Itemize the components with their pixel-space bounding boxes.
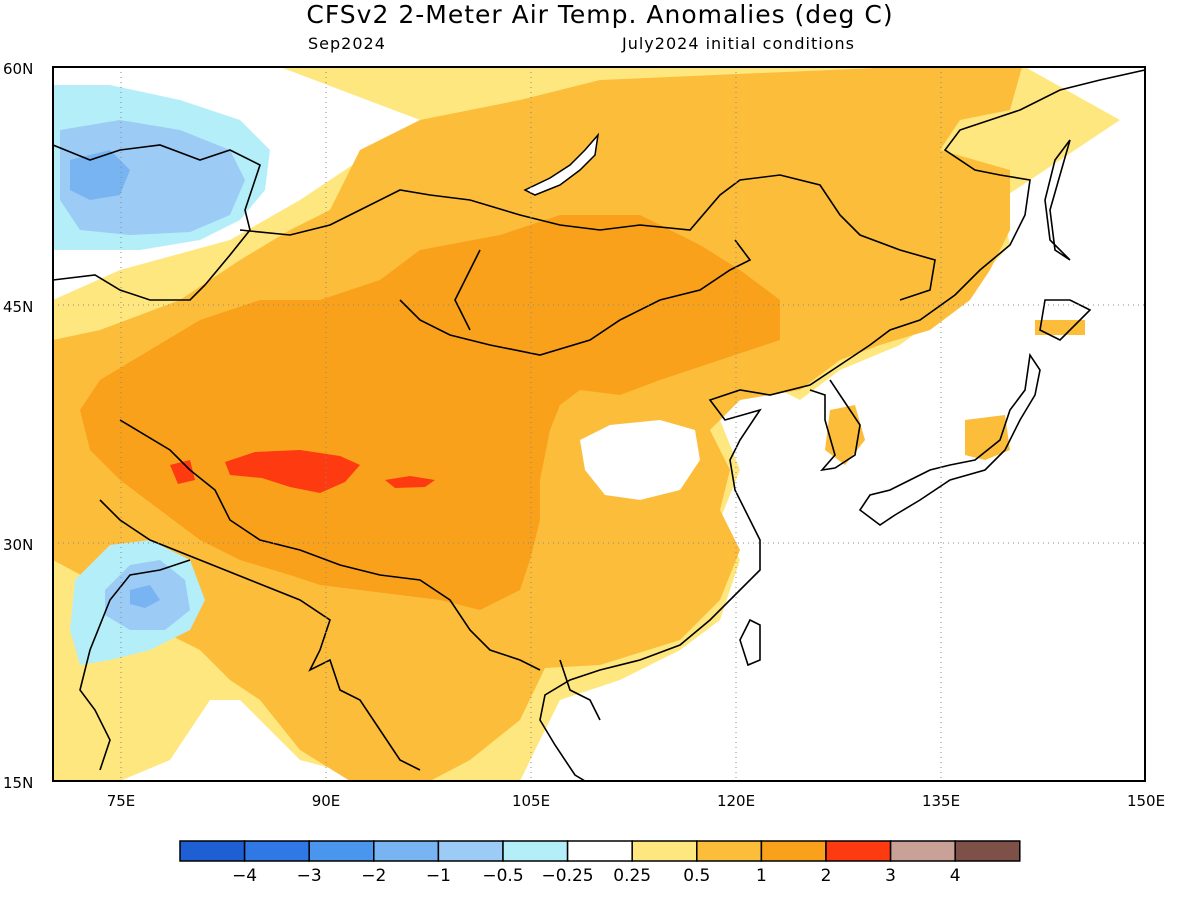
colorbar-swatch — [437, 840, 504, 862]
anomaly-region-pos1 — [80, 215, 780, 610]
lon-tick-label: 135E — [922, 792, 960, 810]
colorbar-tick-label: −0.5 — [482, 866, 523, 886]
longitude-axis: 75E 90E 105E 120E 135E 150E — [107, 792, 1165, 810]
anomaly-region-korea — [825, 405, 865, 465]
colorbar-swatch — [889, 840, 956, 862]
anomaly-region-neg1-nw — [70, 150, 130, 200]
lon-tick-label: 75E — [107, 792, 136, 810]
coastlines — [53, 69, 1145, 781]
colorbar-tick-label: 3 — [885, 866, 896, 886]
colorbar-swatch — [631, 840, 698, 862]
lat-tick-label: 60N — [3, 60, 33, 78]
map-gridlines — [53, 67, 1145, 781]
colorbar-swatch — [760, 840, 827, 862]
anomaly-region-neg05-nw — [60, 120, 245, 235]
lon-tick-label: 105E — [512, 792, 550, 810]
colorbar-tick-label: 1 — [756, 866, 767, 886]
colorbar: −4 −3 −2 −1 −0.5 −0.25 0.25 0.5 1 2 3 4 — [179, 840, 1021, 886]
colorbar-tick-label: 0.5 — [683, 866, 710, 886]
anomaly-field — [53, 67, 1145, 781]
colorbar-swatch — [696, 840, 763, 862]
lat-tick-label: 15N — [3, 774, 33, 792]
colorbar-swatch — [308, 840, 375, 862]
colorbar-tick-label: −1 — [426, 866, 451, 886]
anomaly-region-japan — [965, 415, 1010, 460]
valid-month-label: Sep2024 — [308, 34, 386, 53]
init-conditions-label: July2024 initial conditions — [622, 34, 855, 53]
lat-tick-label: 45N — [3, 298, 33, 316]
colorbar-swatch — [502, 840, 569, 862]
colorbar-tick-label: 2 — [821, 866, 832, 886]
map-title: CFSv2 2-Meter Air Temp. Anomalies (deg C… — [306, 0, 894, 29]
lon-tick-label: 90E — [312, 792, 341, 810]
colorbar-swatch — [373, 840, 440, 862]
lat-tick-label: 30N — [3, 536, 33, 554]
colorbar-swatch — [179, 840, 246, 862]
colorbar-tick-label: 0.25 — [613, 866, 651, 886]
colorbar-swatch — [954, 840, 1021, 862]
colorbar-tick-label: −0.25 — [542, 866, 594, 886]
anomaly-region-pos2-c — [170, 460, 195, 484]
neutral-region-east-china — [580, 420, 700, 500]
lake-baikal — [523, 132, 600, 196]
latitude-axis: 60N 45N 30N 15N — [3, 60, 33, 792]
lon-tick-label: 120E — [717, 792, 755, 810]
colorbar-tick-label: −4 — [232, 866, 257, 886]
colorbar-swatch — [825, 840, 892, 862]
plot-frame — [52, 66, 1146, 782]
colorbar-tick-label: 4 — [950, 866, 961, 886]
anomaly-region-hokkaido — [1035, 320, 1085, 335]
colorbar-tick-label: −3 — [297, 866, 322, 886]
colorbar-swatch — [566, 840, 633, 862]
colorbar-tick-label: −2 — [361, 866, 386, 886]
anomaly-region-pos2-b — [385, 476, 435, 488]
lon-tick-label: 150E — [1127, 792, 1165, 810]
anomaly-region-neg1-india — [130, 585, 160, 608]
colorbar-swatch — [243, 840, 310, 862]
